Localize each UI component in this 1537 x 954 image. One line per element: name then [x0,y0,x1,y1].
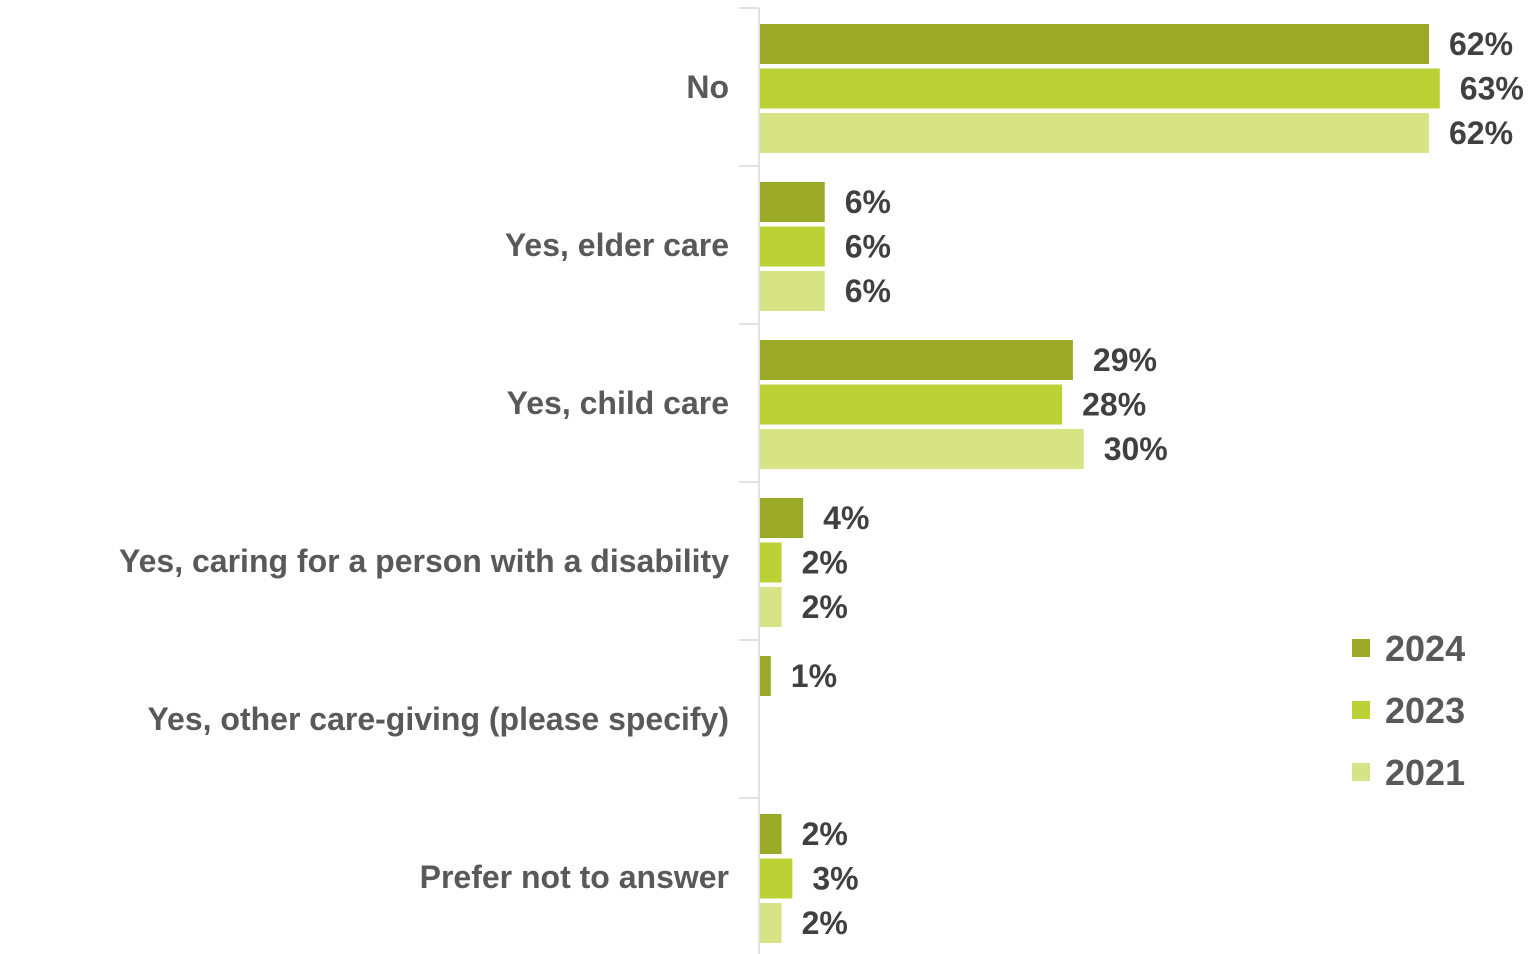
value-labels: 62% 63% 62% 6% 6% 6% 29% 28% 30% 4% 2% 2% 1% 2% 3% 2% [791,26,1524,941]
category-label-yes-other-care-giving-please-specify: Yes, other care-giving (please specify) [147,701,729,737]
category-labels: No Yes, elder care Yes, child care Yes, car… [119,69,729,895]
category-label-yes-child-care: Yes, child care [507,385,729,421]
value-label-prefer-not-to-answer-2021: 2% [802,905,848,941]
value-label-no-2023: 63% [1460,71,1524,107]
value-label-yes-child-care-2023: 28% [1082,387,1146,423]
value-label-yes-child-care-2024: 29% [1093,342,1157,378]
bar-prefer-not-to-answer-2021 [760,903,782,943]
bar-yes-caring-for-a-person-with-a-disability-2024 [760,498,804,538]
bar-yes-caring-for-a-person-with-a-disability-2023 [760,542,782,583]
bar-no-2023 [760,68,1440,109]
legend: 2024 2023 2021 [1352,628,1465,793]
value-label-yes-caring-for-a-person-with-a-disability-2024: 4% [823,500,869,536]
legend-label-2024: 2024 [1385,628,1465,669]
legend-swatch-2021 [1352,763,1370,781]
value-label-yes-caring-for-a-person-with-a-disability-2023: 2% [802,545,848,581]
bar-yes-child-care-2024 [760,340,1073,380]
bar-yes-elder-care-2021 [760,271,825,311]
value-label-yes-elder-care-2023: 6% [845,229,891,265]
bar-yes-other-care-giving-please-specify-2024 [760,656,771,696]
value-label-prefer-not-to-answer-2024: 2% [802,816,848,852]
legend-swatch-2023 [1352,701,1370,719]
bar-yes-child-care-2023 [760,384,1063,425]
bar-no-2024 [760,24,1429,64]
bars [760,24,1440,943]
legend-label-2021: 2021 [1385,752,1465,793]
bar-yes-caring-for-a-person-with-a-disability-2021 [760,587,782,627]
value-label-yes-other-care-giving-please-specify-2024: 1% [791,658,837,694]
value-label-yes-elder-care-2021: 6% [845,273,891,309]
value-label-prefer-not-to-answer-2023: 3% [812,861,858,897]
value-label-no-2021: 62% [1449,115,1513,151]
category-label-yes-elder-care: Yes, elder care [505,227,729,263]
bar-prefer-not-to-answer-2023 [760,858,793,899]
category-label-no: No [686,69,729,105]
chart-axis [739,7,760,954]
bar-yes-elder-care-2024 [760,182,825,222]
value-label-yes-elder-care-2024: 6% [845,184,891,220]
legend-label-2023: 2023 [1385,690,1465,731]
legend-swatch-2024 [1352,639,1370,657]
category-label-yes-caring-for-a-person-with-a-disability: Yes, caring for a person with a disabili… [119,543,729,579]
value-label-yes-caring-for-a-person-with-a-disability-2021: 2% [802,589,848,625]
bar-no-2021 [760,113,1429,153]
value-label-no-2024: 62% [1449,26,1513,62]
bar-yes-elder-care-2023 [760,226,825,267]
bar-prefer-not-to-answer-2024 [760,814,782,854]
category-label-prefer-not-to-answer: Prefer not to answer [420,859,729,895]
bar-yes-child-care-2021 [760,429,1084,469]
value-label-yes-child-care-2021: 30% [1104,431,1168,467]
